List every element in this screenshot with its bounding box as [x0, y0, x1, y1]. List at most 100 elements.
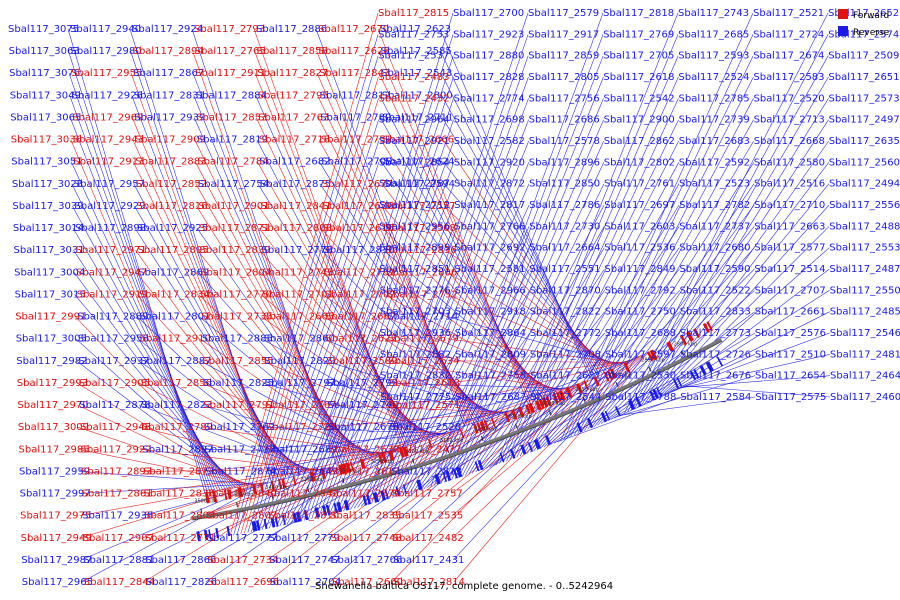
gene-label: Sbal117_2987 — [21, 555, 92, 566]
forward-feature — [402, 446, 409, 457]
leader-line — [617, 375, 756, 417]
gene-label: Sbal117_2816 — [136, 201, 207, 212]
gene-label: Sbal117_3004 — [14, 267, 85, 278]
gene-label: Sbal117_2483 — [378, 72, 449, 83]
forward-feature — [593, 376, 600, 387]
leader-line — [130, 73, 277, 480]
leader-line — [382, 227, 550, 396]
forward-feature — [459, 428, 465, 439]
gene-label: Sbal117_2853 — [196, 113, 267, 124]
gene-label: Sbal117_2917 — [528, 29, 599, 40]
gene-label: Sbal117_2997 — [20, 489, 91, 500]
gene-label: Sbal117_2851 — [379, 264, 450, 275]
reverse-feature — [325, 504, 331, 515]
gene-label: Sbal117_2664 — [529, 243, 600, 254]
leader-line — [399, 226, 530, 497]
reverse-feature — [604, 410, 611, 421]
gene-label: Sbal117_2869 — [138, 267, 209, 278]
gene-label: Sbal117_2603 — [604, 221, 675, 232]
leader-lines — [67, 12, 831, 583]
gene-label: Sbal117_2959 — [19, 466, 90, 477]
leader-line — [523, 183, 680, 456]
leader-line — [550, 354, 681, 445]
gene-label: Sbal117_2432 — [379, 93, 450, 104]
forward-feature — [538, 398, 545, 410]
reverse-feature — [614, 406, 621, 416]
gene-label: Sbal117_2884 — [196, 90, 267, 101]
gene-label: Sbal117_2524 — [678, 72, 749, 83]
gene-label: Sbal117_2873 — [143, 466, 214, 477]
gene-label: Sbal117_2833 — [680, 307, 751, 318]
gene-label: Sbal117_3005 — [16, 334, 87, 345]
gene-label: Sbal117_2510 — [755, 349, 826, 360]
gene-label: Sbal117_2861 — [82, 489, 153, 500]
gene-label: Sbal117_2887 — [140, 356, 211, 367]
gene-label: Sbal117_3051 — [11, 157, 82, 168]
leader-line — [577, 119, 754, 434]
gene-label: Sbal117_2929 — [74, 201, 145, 212]
gene-label: Sbal117_2875 — [260, 179, 331, 190]
reverse-feature — [509, 448, 516, 459]
leader-line — [536, 268, 680, 450]
gene-label: Sbal117_2766 — [454, 221, 525, 232]
gene-label: Sbal117_2537 — [378, 51, 449, 62]
gene-label: Sbal117_2767 — [265, 400, 336, 411]
leader-line — [653, 204, 830, 401]
gene-label: Sbal117_2509 — [828, 51, 899, 62]
scale-tick-label: 3500 kbp — [194, 499, 218, 505]
gene-label: Sbal117_2970 — [17, 400, 88, 411]
leader-line — [258, 227, 424, 441]
leader-line — [336, 247, 455, 514]
leader-line — [386, 360, 565, 390]
leader-line — [133, 161, 287, 478]
leader-line — [279, 311, 380, 527]
gene-label: Sbal117_2819 — [197, 135, 268, 146]
reverse-feature — [314, 507, 320, 518]
leader-line — [547, 332, 680, 447]
gene-label: Sbal117_2696 — [208, 577, 279, 588]
leader-line — [130, 51, 274, 481]
gene-label: Sbal117_2702 — [325, 289, 396, 300]
gene-label: Sbal117_2663 — [754, 221, 825, 232]
leader-line — [142, 467, 330, 539]
gene-label: Sbal117_2858 — [257, 46, 328, 57]
leader-line — [452, 352, 647, 561]
reverse-feature — [499, 452, 505, 463]
gene-label: Sbal117_2704 — [270, 577, 341, 588]
leader-line — [643, 140, 829, 405]
gene-label: Sbal117_2594 — [384, 179, 455, 190]
leader-line — [332, 226, 455, 514]
gene-label: Sbal117_2705 — [603, 51, 674, 62]
forward-feature — [545, 396, 552, 407]
gene-label: Sbal117_2791 — [203, 400, 274, 411]
leader-line — [315, 28, 466, 428]
leader-line — [76, 360, 244, 487]
reverse-feature — [384, 489, 389, 500]
leader-line — [381, 119, 529, 502]
gene-label: Sbal117_2751 — [321, 135, 392, 146]
forward-feature — [212, 491, 218, 503]
legend-label-forward: Forward — [853, 11, 889, 21]
gene-label: Sbal117_2771 — [145, 533, 216, 544]
reverse-feature — [270, 517, 276, 528]
leader-line — [386, 382, 567, 389]
leader-line — [530, 226, 680, 453]
gene-label: Sbal117_2522 — [680, 285, 751, 296]
leader-line — [316, 50, 468, 427]
scale-tick — [548, 410, 552, 416]
scale-tick — [271, 494, 274, 500]
gene-label: Sbal117_2660 — [332, 577, 403, 588]
gene-label: Sbal117_2955 — [71, 68, 142, 79]
gene-label: Sbal117_2855 — [202, 356, 273, 367]
gene-label: Sbal117_2758 — [455, 371, 526, 382]
forward-feature — [552, 393, 559, 404]
gene-label: Sbal117_2747 — [269, 555, 340, 566]
leader-line — [630, 55, 829, 411]
gene-label: Sbal117_2583 — [753, 72, 824, 83]
leader-line — [262, 360, 439, 437]
leader-line — [240, 76, 379, 534]
reverse-feature — [474, 461, 480, 472]
gene-label: Sbal117_2701 — [263, 289, 334, 300]
leader-line — [131, 95, 279, 480]
leader-line — [597, 247, 755, 426]
